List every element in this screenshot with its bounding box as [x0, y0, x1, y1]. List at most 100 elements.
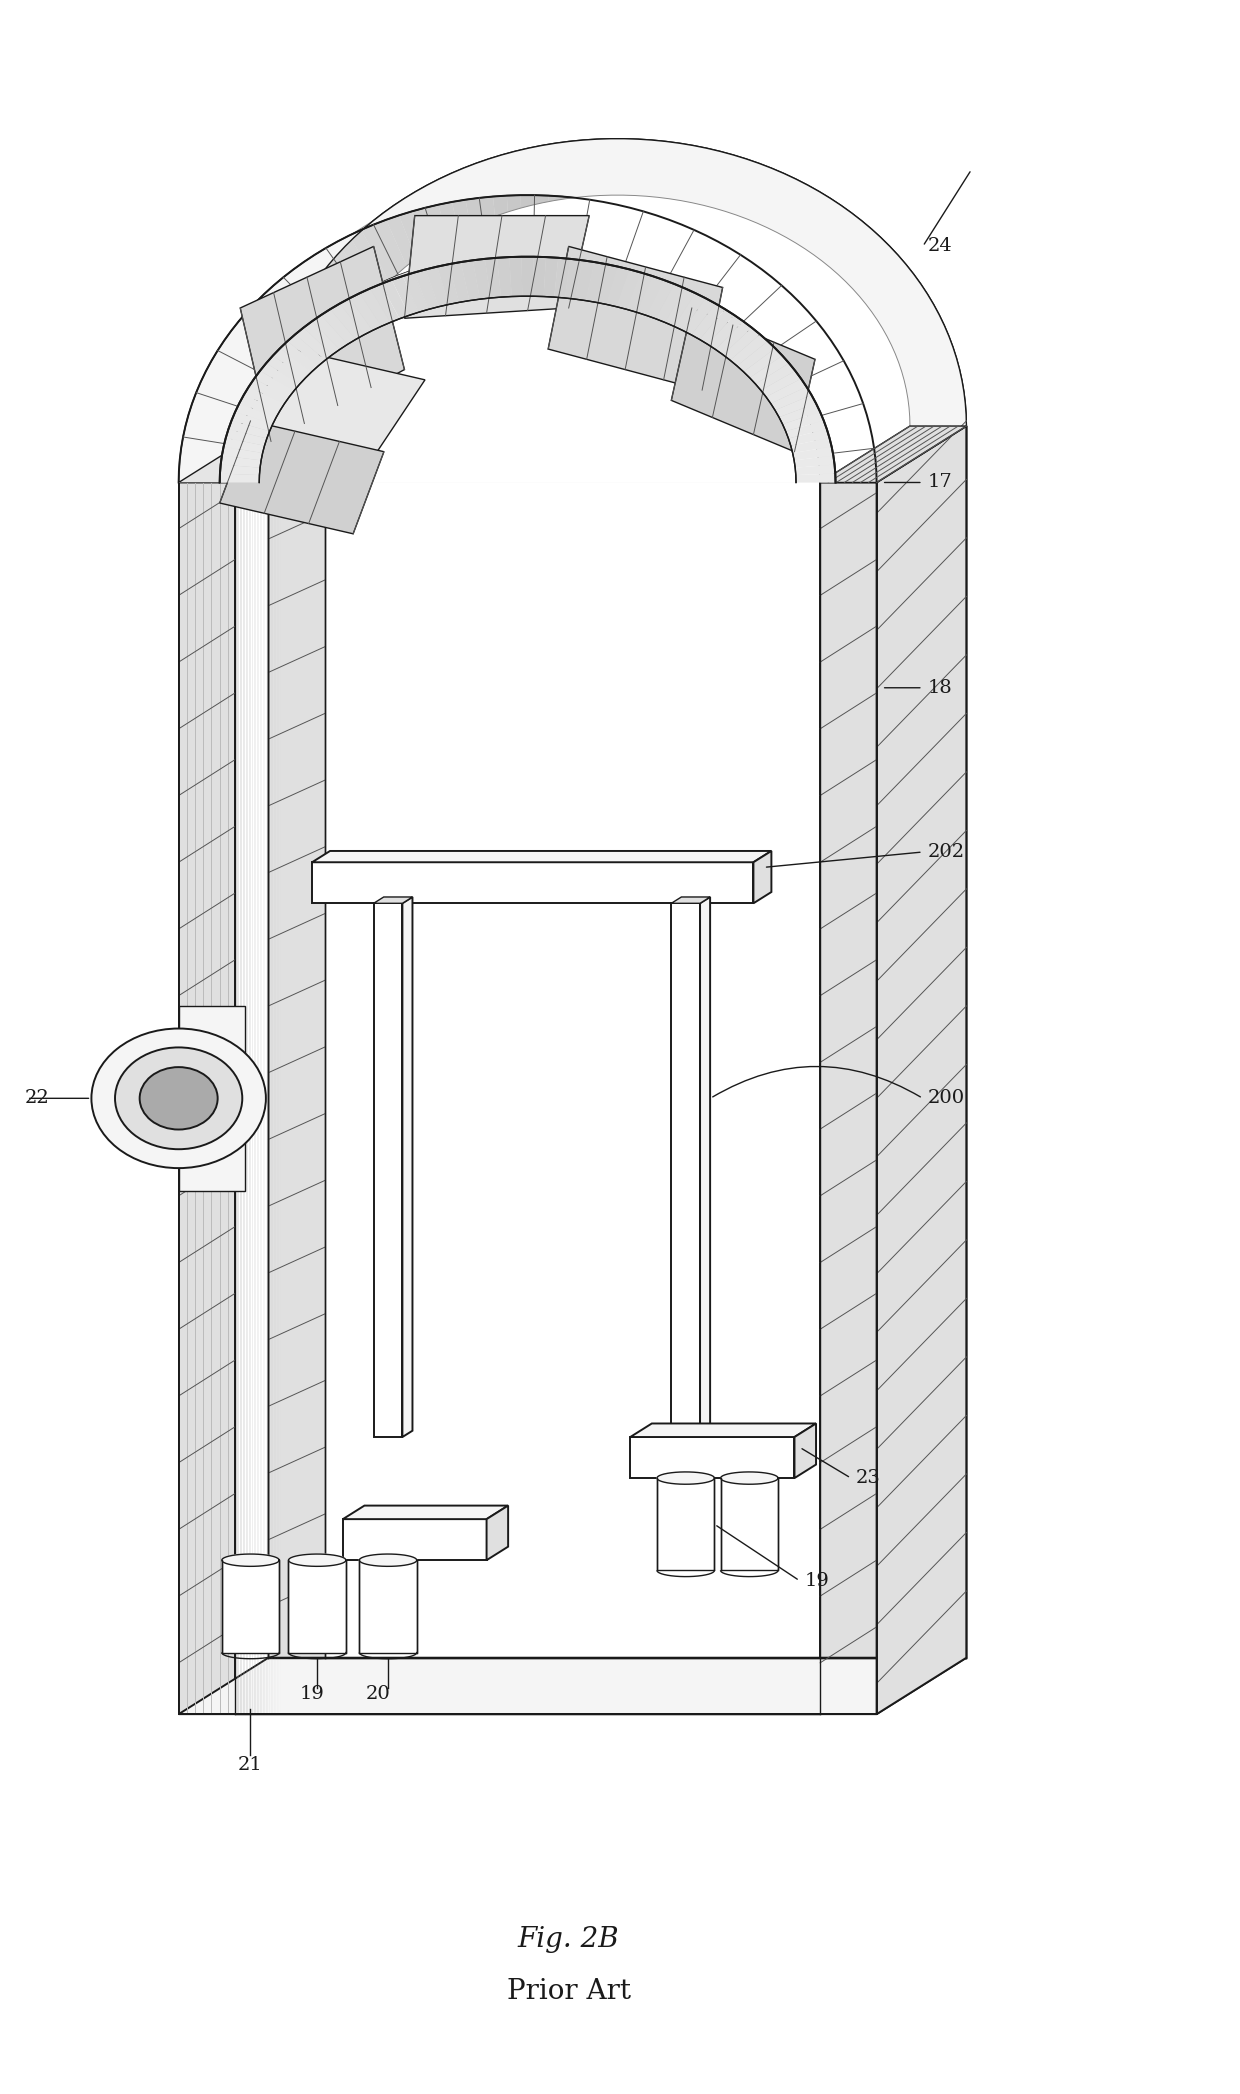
Polygon shape [723, 327, 760, 360]
Polygon shape [312, 850, 771, 863]
Polygon shape [895, 337, 954, 362]
Polygon shape [569, 140, 589, 197]
Polygon shape [658, 142, 680, 199]
Polygon shape [667, 230, 706, 285]
Polygon shape [179, 425, 325, 482]
Polygon shape [687, 241, 729, 293]
Polygon shape [771, 387, 811, 410]
Polygon shape [502, 151, 532, 207]
Polygon shape [901, 358, 960, 381]
Polygon shape [565, 260, 583, 299]
Polygon shape [321, 264, 376, 304]
Polygon shape [218, 341, 273, 377]
Polygon shape [232, 320, 285, 360]
Polygon shape [749, 293, 800, 337]
Polygon shape [412, 207, 441, 264]
Polygon shape [805, 205, 852, 255]
Polygon shape [646, 220, 682, 274]
Polygon shape [708, 314, 743, 350]
Polygon shape [312, 314, 347, 350]
Polygon shape [585, 262, 606, 302]
Polygon shape [451, 168, 489, 224]
Polygon shape [795, 465, 836, 475]
Polygon shape [671, 903, 701, 1436]
Polygon shape [206, 360, 263, 394]
Polygon shape [386, 216, 419, 272]
Polygon shape [472, 260, 490, 299]
Polygon shape [720, 1472, 777, 1485]
Polygon shape [425, 266, 449, 306]
Polygon shape [657, 1478, 714, 1570]
Polygon shape [756, 304, 808, 346]
Polygon shape [859, 264, 914, 304]
Polygon shape [789, 429, 830, 446]
Polygon shape [548, 247, 723, 389]
Polygon shape [796, 473, 836, 482]
Polygon shape [275, 358, 334, 381]
Text: Prior Art: Prior Art [507, 1977, 631, 2004]
Polygon shape [451, 199, 476, 258]
Polygon shape [222, 1560, 279, 1652]
Polygon shape [304, 320, 340, 354]
Polygon shape [212, 350, 268, 385]
Polygon shape [179, 138, 966, 482]
Polygon shape [290, 314, 347, 346]
Polygon shape [677, 235, 718, 289]
Polygon shape [909, 404, 966, 417]
Polygon shape [180, 448, 237, 465]
Polygon shape [281, 337, 340, 362]
Polygon shape [646, 140, 666, 197]
Polygon shape [657, 224, 694, 279]
Polygon shape [706, 255, 751, 306]
Polygon shape [910, 425, 966, 1658]
Ellipse shape [92, 1028, 265, 1168]
Polygon shape [883, 304, 939, 337]
Polygon shape [543, 258, 558, 297]
Polygon shape [461, 260, 480, 302]
Polygon shape [343, 1518, 486, 1560]
Polygon shape [507, 195, 522, 251]
Polygon shape [703, 151, 733, 207]
Polygon shape [373, 220, 409, 274]
Polygon shape [724, 270, 773, 318]
Polygon shape [675, 293, 706, 331]
Polygon shape [404, 191, 449, 243]
Polygon shape [610, 138, 625, 195]
Polygon shape [820, 482, 877, 1715]
Text: 24: 24 [928, 237, 952, 255]
Polygon shape [779, 404, 820, 425]
Polygon shape [247, 304, 299, 346]
Polygon shape [583, 138, 600, 197]
Polygon shape [476, 159, 510, 216]
Polygon shape [355, 228, 404, 274]
Polygon shape [683, 297, 715, 335]
Text: 20: 20 [366, 1686, 391, 1702]
Polygon shape [591, 201, 616, 260]
Polygon shape [221, 456, 262, 467]
Polygon shape [269, 404, 326, 417]
Ellipse shape [115, 1047, 242, 1150]
Polygon shape [791, 438, 832, 452]
Polygon shape [381, 281, 409, 318]
Polygon shape [383, 205, 430, 255]
Polygon shape [603, 205, 630, 262]
Polygon shape [489, 155, 521, 211]
Polygon shape [671, 1478, 701, 1489]
Polygon shape [754, 850, 771, 903]
Polygon shape [280, 341, 319, 373]
Polygon shape [321, 310, 356, 343]
Text: 202: 202 [928, 844, 965, 861]
Polygon shape [533, 195, 548, 251]
Polygon shape [624, 138, 639, 195]
Polygon shape [403, 896, 413, 1436]
Polygon shape [692, 149, 720, 205]
Text: 18: 18 [928, 678, 952, 697]
Polygon shape [439, 174, 477, 228]
Polygon shape [269, 392, 327, 408]
Polygon shape [494, 195, 510, 253]
Polygon shape [872, 285, 928, 320]
Polygon shape [822, 220, 872, 268]
Polygon shape [465, 197, 487, 255]
Polygon shape [818, 448, 875, 465]
Text: Fig. 2B: Fig. 2B [518, 1926, 620, 1954]
